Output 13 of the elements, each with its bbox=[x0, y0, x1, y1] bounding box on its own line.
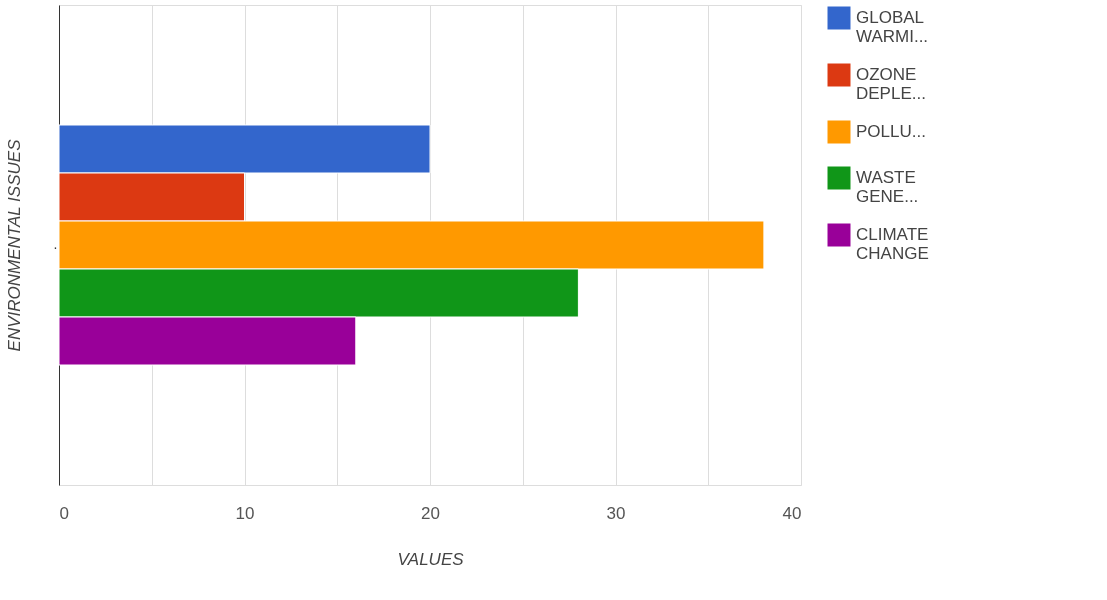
x-tick-label: 0 bbox=[59, 503, 69, 523]
legend-label: WASTE GENE... bbox=[856, 168, 919, 206]
x-tick-label: 40 bbox=[782, 503, 802, 523]
legend-label: POLLU... bbox=[856, 122, 926, 141]
legend-label: OZONE DEPLE... bbox=[856, 65, 926, 103]
legend-label: GLOBAL WARMI... bbox=[856, 8, 929, 46]
x-tick-label: 10 bbox=[235, 503, 255, 523]
x-tick-label: 20 bbox=[421, 503, 440, 523]
legend-label: CLIMATE CHANGE bbox=[856, 225, 929, 263]
y-tick-label: . bbox=[53, 236, 58, 252]
x-axis-title: VALUES bbox=[397, 549, 465, 569]
x-tick-label: 30 bbox=[606, 503, 626, 523]
y-axis-title: ENVIRONMENTAL ISSUES bbox=[4, 138, 24, 352]
